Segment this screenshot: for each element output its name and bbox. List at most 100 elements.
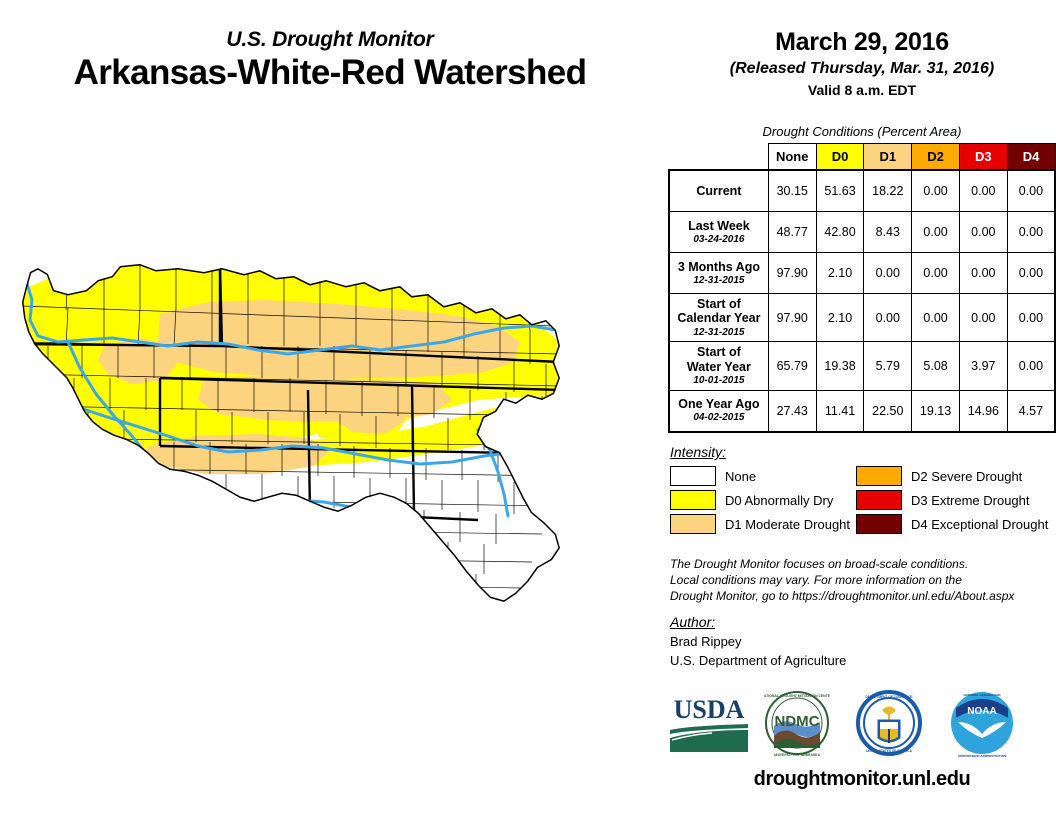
svg-text:UNITED STATES OF AMERICA: UNITED STATES OF AMERICA: [866, 749, 913, 753]
cell-d3: 0.00: [958, 252, 1008, 294]
column-header-d0: D0: [815, 143, 865, 171]
legend-swatch: [670, 514, 716, 534]
doc-logo: DEPARTMENT OF COMMERCE UNITED STATES OF …: [856, 690, 922, 756]
cell-d0: 51.63: [815, 169, 865, 212]
legend-label: None: [725, 468, 757, 484]
table-body: Current 30.15 51.63 18.22 0.00 0.00 0.00 Last W…: [667, 169, 1056, 433]
noaa-logo-text: NOAA: [967, 706, 996, 717]
cell-d0: 42.80: [815, 211, 865, 253]
cell-d0: 2.10: [815, 292, 865, 343]
legend-swatch: [670, 466, 716, 486]
cell-none: 48.77: [767, 211, 817, 253]
row-label: One Year Ago 04-02-2015: [667, 389, 769, 433]
legend-item: None: [670, 466, 856, 486]
svg-text:ATMOSPHERIC ADMINISTRATION: ATMOSPHERIC ADMINISTRATION: [958, 754, 1006, 758]
drought-conditions-table: None D0 D1 D2 D3 D4 Current 30.15 51.63 18.…: [667, 143, 1056, 433]
cell-d4: 0.00: [1006, 292, 1056, 343]
cell-d0: 19.38: [815, 341, 865, 391]
legend-item: D3 Extreme Drought: [856, 490, 1046, 510]
cell-d1: 0.00: [863, 252, 913, 294]
cell-none: 30.15: [767, 169, 817, 212]
cell-d4: 0.00: [1006, 341, 1056, 391]
author-heading: Author:: [670, 614, 716, 630]
legend-label: D1 Moderate Drought: [725, 516, 851, 532]
cell-d3: 14.96: [958, 389, 1008, 433]
date-block: March 29, 2016 (Released Thursday, Mar. …: [676, 28, 1048, 98]
svg-text:NATIONAL DROUGHT MITIGATION CE: NATIONAL DROUGHT MITIGATION CENTER: [764, 694, 830, 698]
intensity-legend: Intensity: None D2 Severe Drought D0 Abnor…: [670, 444, 1050, 534]
column-header-d1: D1: [863, 143, 913, 171]
disclaimer-line-3: Drought Monitor, go to https://droughtmo…: [670, 589, 1015, 604]
cell-none: 97.90: [767, 292, 817, 343]
cell-d1: 8.43: [863, 211, 913, 253]
cell-none: 97.90: [767, 252, 817, 294]
map-date: March 29, 2016: [775, 28, 949, 56]
table-header-row: None D0 D1 D2 D3 D4: [669, 143, 1056, 171]
author-name: Brad Rippey: [670, 634, 742, 649]
cell-none: 65.79: [767, 341, 817, 391]
cell-none: 27.43: [767, 389, 817, 433]
cell-d0: 2.10: [815, 252, 865, 294]
site-url[interactable]: droughtmonitor.unl.edu: [753, 768, 971, 790]
row-label: Start of Calendar Year 12-31-2015: [667, 292, 769, 343]
cell-d3: 0.00: [958, 169, 1008, 212]
legend-swatch: [670, 490, 716, 510]
legend-item: D2 Severe Drought: [856, 466, 1046, 486]
legend-item: D4 Exceptional Drought: [856, 514, 1049, 534]
logo-row: USDA NDMC NATIONAL DROUGHT MITIGATION CE…: [668, 688, 1048, 760]
cell-d3: 0.00: [958, 292, 1008, 343]
cell-d2: 0.00: [911, 211, 960, 253]
cell-d1: 22.50: [863, 389, 913, 433]
disclaimer-text: The Drought Monitor focuses on broad-sca…: [670, 556, 1056, 605]
cell-d4: 0.00: [1006, 211, 1056, 253]
drought-map[interactable]: [8, 250, 658, 650]
cell-d1: 18.22: [863, 169, 913, 212]
cell-d3: 3.97: [958, 341, 1008, 391]
cell-d2: 19.13: [911, 389, 960, 433]
row-label-date: 12-31-2015: [693, 326, 745, 338]
ndmc-logo: NDMC NATIONAL DROUGHT MITIGATION CENTER …: [764, 691, 830, 757]
cell-d4: 0.00: [1006, 252, 1056, 294]
row-label-line: Start of: [697, 345, 741, 360]
usda-logo: USDA: [670, 695, 748, 752]
cell-d3: 0.00: [958, 211, 1008, 253]
author-affiliation: U.S. Department of Agriculture: [670, 652, 847, 668]
page-title: Arkansas-White-Red Watershed: [73, 53, 587, 93]
column-header-none: None: [767, 143, 817, 171]
release-date: (Released Thursday, Mar. 31, 2016): [729, 60, 995, 77]
table-corner-cell: [669, 144, 768, 171]
row-label: 3 Months Ago 12-31-2015: [667, 252, 769, 294]
cell-d0: 11.41: [815, 389, 865, 433]
row-label-line: Water Year: [686, 359, 751, 374]
svg-text:DEPARTMENT OF COMMERCE: DEPARTMENT OF COMMERCE: [865, 695, 912, 699]
legend-swatch: [856, 514, 902, 534]
column-header-d4: D4: [1006, 143, 1056, 171]
valid-time: Valid 8 a.m. EDT: [807, 82, 917, 98]
cell-d4: 0.00: [1006, 169, 1056, 212]
column-header-d3: D3: [958, 143, 1008, 171]
table-row: Start of Water Year 10-01-2015 65.79 19.38 5.…: [667, 341, 1056, 391]
row-label-line: Last Week: [688, 218, 750, 233]
table-row: One Year Ago 04-02-2015 27.43 11.41 22.50 19.…: [667, 389, 1056, 433]
disclaimer-line-2: Local conditions may vary. For more info…: [670, 573, 962, 588]
title-block: U.S. Drought Monitor Arkansas-White-Red …: [0, 28, 660, 93]
table-row: Start of Calendar Year 12-31-2015 97.90 2.10…: [667, 292, 1056, 343]
row-label-line: Calendar Year: [677, 311, 761, 326]
map-svg: [22, 264, 560, 602]
cell-d2: 0.00: [911, 252, 960, 294]
cell-d4: 4.57: [1006, 389, 1056, 433]
row-label: Current: [667, 169, 769, 212]
legend-swatch: [856, 490, 902, 510]
row-label: Start of Water Year 10-01-2015: [667, 341, 769, 391]
row-label-date: 12-31-2015: [693, 274, 745, 286]
usda-logo-text: USDA: [674, 695, 745, 724]
legend-label: D4 Exceptional Drought: [911, 516, 1049, 532]
svg-text:UNIVERSITY OF NEBRASKA: UNIVERSITY OF NEBRASKA: [774, 753, 821, 757]
ndmc-logo-text: NDMC: [775, 713, 820, 730]
legend-grid: None D2 Severe Drought D0 Abnormally Dry D3…: [670, 466, 1050, 534]
map-state-lines: [22, 265, 560, 522]
legend-label: D3 Extreme Drought: [911, 492, 1030, 508]
legend-item: D0 Abnormally Dry: [670, 490, 856, 510]
cell-d2: 5.08: [911, 341, 960, 391]
table-row: Last Week 03-24-2016 48.77 42.80 8.43 0.00 0.0…: [667, 211, 1056, 253]
